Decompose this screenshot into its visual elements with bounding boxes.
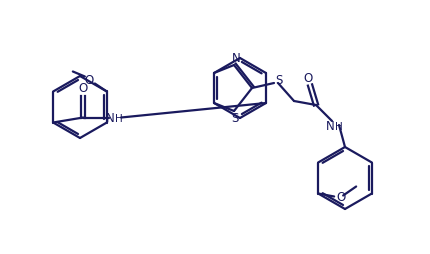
Text: O: O [337, 191, 346, 204]
Text: N: N [326, 120, 335, 134]
Text: O: O [84, 74, 93, 87]
Text: H: H [115, 114, 123, 123]
Text: H: H [335, 122, 343, 132]
Text: N: N [106, 112, 114, 125]
Text: O: O [304, 71, 313, 85]
Text: N: N [232, 52, 240, 65]
Text: S: S [231, 112, 239, 124]
Text: O: O [79, 82, 88, 95]
Text: S: S [275, 73, 283, 87]
